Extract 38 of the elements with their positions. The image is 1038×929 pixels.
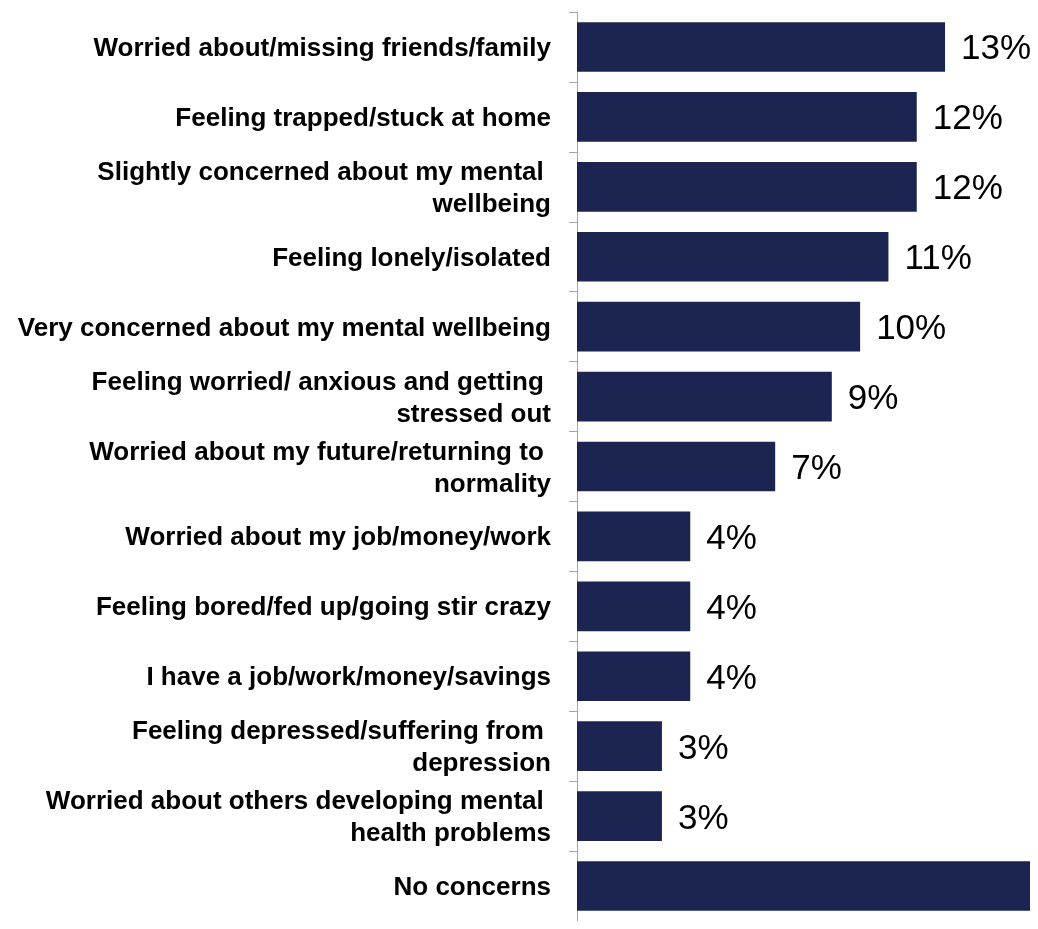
y-tick-label: Worried about others developing mental health problems (45, 785, 551, 848)
data-label: 12% (932, 97, 1003, 137)
bar (577, 581, 691, 632)
data-label: 4% (706, 656, 757, 696)
y-tick-label: Worried about my job/money/work (125, 521, 552, 552)
bar (577, 791, 662, 841)
y-tick-label: Worried about/missing friends/family (93, 31, 552, 62)
data-label: 9% (847, 377, 899, 417)
data-label: 10% (876, 307, 947, 347)
y-tick-label: Feeling lonely/isolated (272, 241, 551, 272)
data-label: 7% (791, 447, 842, 486)
bar (577, 721, 662, 772)
bar (577, 231, 889, 282)
data-label: 4% (706, 586, 757, 626)
y-tick-label: Feeling worried/ anxious and getting stressed out (91, 365, 552, 428)
data-label: 3% (677, 796, 729, 836)
bar (577, 92, 917, 142)
bar (577, 441, 776, 492)
bar (577, 511, 691, 562)
bar (577, 161, 917, 212)
data-label: 13% (961, 27, 1032, 67)
data-label: 3% (677, 726, 729, 766)
y-tick-label: Worried about my future/returning to normality (89, 435, 552, 498)
y-tick-label: Feeling depressed/suffering from depression (132, 715, 551, 778)
y-tick-label: Slightly concerned about my mental wellbeing (97, 155, 551, 218)
y-tick-label: No concerns (393, 871, 551, 902)
bar (577, 22, 946, 72)
data-label: 4% (706, 516, 757, 556)
y-tick-label: Feeling trapped/stuck at home (175, 101, 551, 132)
bar (577, 651, 691, 702)
data-label: 11% (904, 237, 972, 277)
bar (577, 861, 1030, 911)
y-tick-label: Very concerned about my mental wellbeing (17, 311, 551, 342)
y-tick-label: I have a job/work/money/savings (146, 661, 551, 692)
bar (577, 371, 832, 422)
data-label: 12% (932, 167, 1003, 207)
bar (577, 301, 861, 352)
y-tick-label: Feeling bored/fed up/going stir crazy (95, 591, 552, 622)
